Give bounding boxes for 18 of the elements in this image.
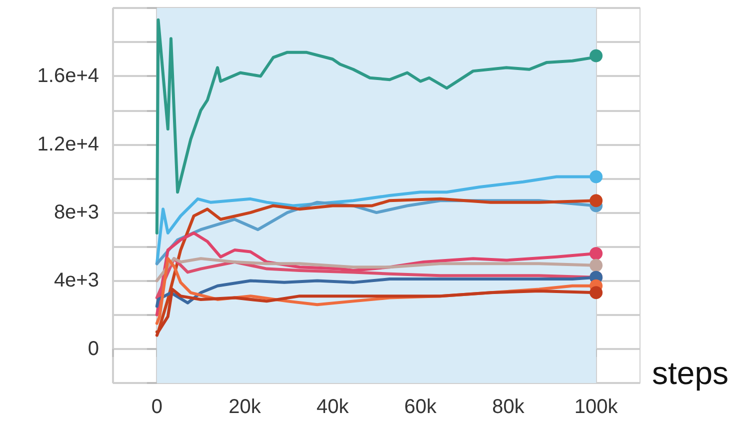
point [590, 49, 603, 62]
point [590, 194, 603, 208]
y-tick-label: 8e+3 [54, 202, 99, 224]
x-tick-label: 60k [404, 396, 438, 418]
y-tick-label: 4e+3 [54, 270, 99, 292]
y-tick-label: 1.6e+4 [37, 65, 99, 88]
x-tick-label: 20k [228, 396, 262, 418]
point [590, 170, 603, 184]
point [590, 286, 603, 300]
x-axis-title: steps [652, 354, 728, 391]
x-tick-label: 40k [316, 396, 350, 418]
point [590, 258, 603, 272]
y-tick-label: 0 [88, 338, 99, 360]
x-tick-label: 0 [151, 396, 162, 418]
y-tick-label: 1.2e+4 [37, 133, 99, 156]
x-tick-label: 100k [574, 396, 619, 418]
point [590, 246, 603, 260]
x-tick-label: 80k [492, 396, 526, 418]
